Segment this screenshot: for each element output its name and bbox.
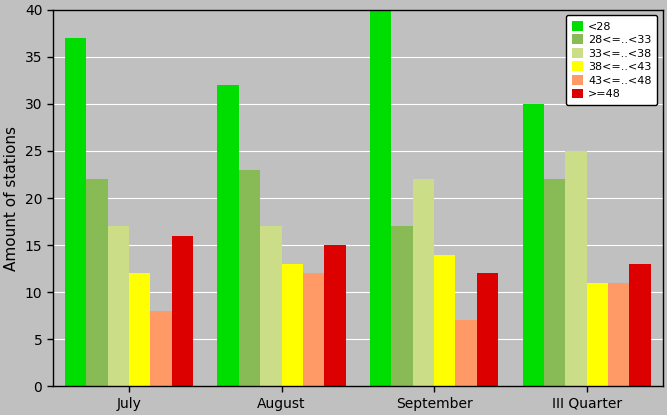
Bar: [565, 151, 586, 386]
Bar: [629, 264, 650, 386]
Bar: [522, 104, 544, 386]
Bar: [86, 179, 107, 386]
Bar: [456, 320, 477, 386]
Bar: [434, 254, 456, 386]
Bar: [477, 273, 498, 386]
Bar: [392, 226, 413, 386]
Bar: [171, 236, 193, 386]
Bar: [260, 226, 281, 386]
Bar: [586, 283, 608, 386]
Bar: [303, 273, 324, 386]
Bar: [150, 311, 171, 386]
Bar: [107, 226, 129, 386]
Y-axis label: Amount of stations: Amount of stations: [4, 126, 19, 271]
Bar: [281, 264, 303, 386]
Legend: <28, 28<=..<33, 33<=..<38, 38<=..<43, 43<=..<48, >=48: <28, 28<=..<33, 33<=..<38, 38<=..<43, 43…: [566, 15, 657, 105]
Bar: [129, 273, 150, 386]
Bar: [217, 85, 239, 386]
Bar: [413, 179, 434, 386]
Bar: [239, 170, 260, 386]
Bar: [65, 38, 86, 386]
Bar: [324, 245, 346, 386]
Bar: [544, 179, 565, 386]
Bar: [370, 10, 392, 386]
Bar: [608, 283, 629, 386]
